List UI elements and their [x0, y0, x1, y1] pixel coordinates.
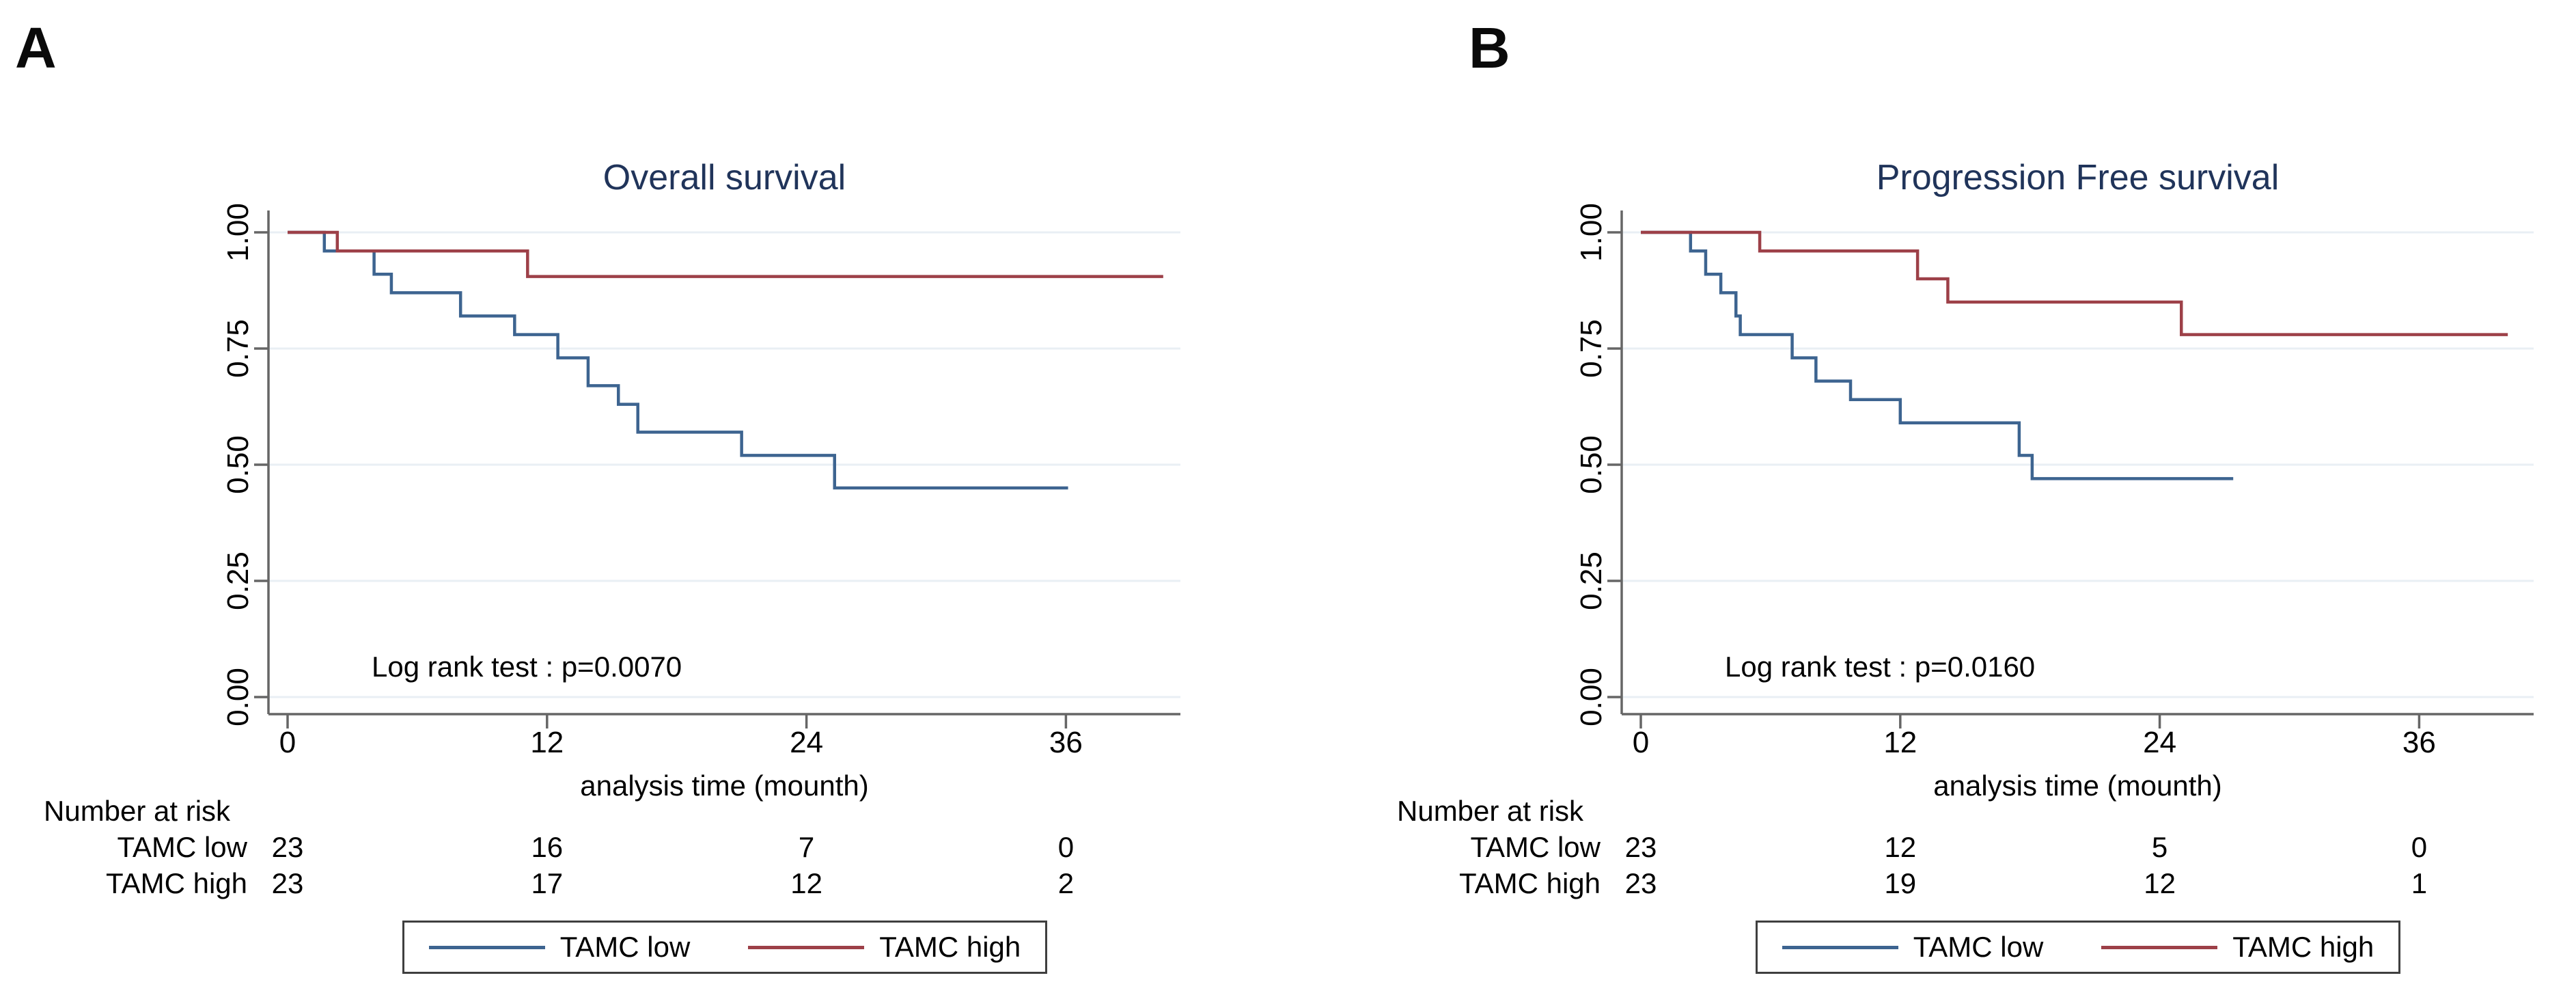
legend-label: TAMC high — [2232, 931, 2374, 963]
y-tick-label: 0.50 — [221, 435, 255, 494]
logrank-annotation: Log rank test : p=0.0070 — [372, 651, 682, 683]
risk-table-title: Number at risk — [44, 795, 231, 827]
y-tick-label: 0.25 — [221, 551, 255, 610]
legend-line-sample — [1782, 945, 1898, 949]
survival-curve-tamc-high — [288, 230, 1163, 278]
risk-count: 0 — [2411, 831, 2428, 863]
legend-label: TAMC low — [1913, 931, 2044, 963]
y-tick-label: 0.75 — [1575, 319, 1608, 378]
legend-item: TAMC low — [428, 931, 691, 964]
chart-title: Progression Free survival — [1876, 158, 2280, 197]
y-tick-label: 0.00 — [1575, 668, 1608, 726]
legend: TAMC low TAMC high — [402, 921, 1047, 974]
risk-count: 12 — [2144, 867, 2176, 899]
x-tick-label: 36 — [1049, 726, 1083, 759]
legend-line-sample — [428, 945, 545, 949]
y-tick-label: 0.75 — [221, 319, 255, 378]
panel-letter: B — [1469, 16, 1510, 80]
risk-count: 23 — [1624, 831, 1657, 863]
x-axis-label: analysis time (mounth) — [580, 769, 869, 802]
risk-table-title: Number at risk — [1397, 795, 1584, 827]
panel-overall-survival: A Overall survival Log rank test : p=0.0… — [0, 0, 1223, 1008]
risk-count: 2 — [1057, 867, 1075, 899]
x-tick-label: 36 — [2402, 726, 2436, 759]
legend-line-sample — [748, 945, 865, 949]
x-tick-label: 12 — [530, 726, 564, 759]
risk-count: 17 — [531, 867, 564, 899]
risk-count: 23 — [271, 867, 304, 899]
legend-label: TAMC high — [879, 931, 1021, 963]
legend-line-sample — [2101, 945, 2218, 949]
risk-count: 5 — [2151, 831, 2168, 863]
legend-label: TAMC low — [559, 931, 691, 963]
panel-letter: A — [15, 16, 57, 80]
y-tick-label: 1.00 — [221, 203, 255, 262]
legend: TAMC low TAMC high — [1756, 921, 2400, 974]
km-plot — [254, 210, 1180, 728]
risk-count: 19 — [1884, 867, 1917, 899]
risk-row-label: TAMC high — [1459, 867, 1601, 899]
risk-row-label: TAMC low — [1470, 831, 1601, 863]
legend-item: TAMC low — [1782, 931, 2044, 964]
x-axis-label: analysis time (mounth) — [1933, 769, 2222, 802]
risk-count: 0 — [1057, 831, 1075, 863]
x-tick-label: 24 — [790, 726, 824, 759]
y-tick-label: 1.00 — [1575, 203, 1608, 262]
legend-item: TAMC high — [2101, 931, 2374, 964]
y-tick-label: 0.00 — [221, 668, 255, 726]
x-tick-label: 0 — [1632, 726, 1650, 759]
x-tick-label: 12 — [1883, 726, 1917, 759]
chart-title: Overall survival — [603, 158, 846, 197]
y-tick-label: 0.25 — [1575, 551, 1608, 610]
x-tick-label: 0 — [279, 726, 296, 759]
risk-count: 12 — [790, 867, 822, 899]
y-tick-label: 0.50 — [1575, 435, 1608, 494]
logrank-annotation: Log rank test : p=0.0160 — [1725, 651, 2036, 683]
risk-row-label: TAMC high — [106, 867, 247, 899]
risk-count: 7 — [798, 831, 815, 863]
km-plot — [1607, 210, 2534, 728]
risk-count: 1 — [2411, 867, 2428, 899]
panel-progression-free-survival: B Progression Free survival Log rank tes… — [1353, 0, 2576, 1008]
survival-curve-tamc-low — [288, 230, 1068, 490]
risk-row-label: TAMC low — [117, 831, 247, 863]
legend-item: TAMC high — [748, 931, 1021, 964]
risk-count: 23 — [1624, 867, 1657, 899]
survival-curve-tamc-high — [1641, 230, 2508, 336]
risk-count: 16 — [531, 831, 564, 863]
survival-curve-tamc-low — [1641, 230, 2234, 480]
x-tick-label: 24 — [2143, 726, 2177, 759]
risk-count: 12 — [1884, 831, 1917, 863]
risk-count: 23 — [271, 831, 304, 863]
